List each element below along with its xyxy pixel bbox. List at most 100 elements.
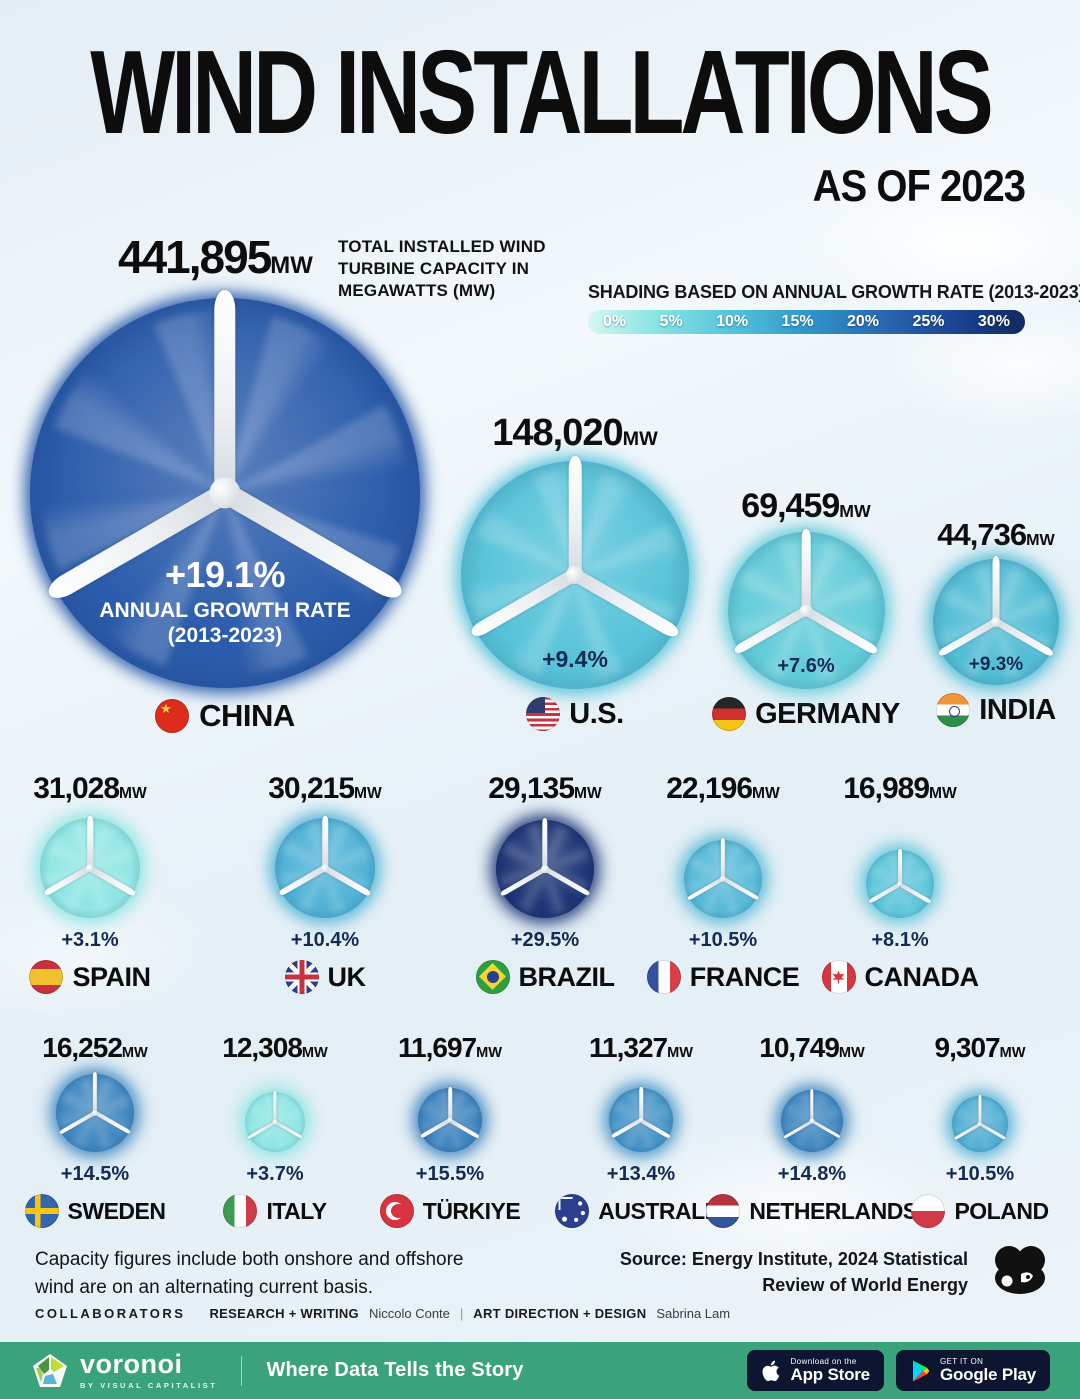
turbine-bubble (781, 1088, 843, 1152)
growth-rate: +8.1% (871, 929, 929, 951)
wind-turbine-icon (728, 528, 885, 689)
country-name: SPAIN (72, 961, 151, 992)
wind-turbine-icon (30, 290, 420, 688)
growth-rate: +9.4% (542, 646, 608, 673)
app-store-badge[interactable]: Download on the App Store (746, 1350, 884, 1391)
country-name: TÜRKIYE (422, 1197, 521, 1224)
china-capacity-value: 441,895MW (118, 231, 313, 283)
ca-flag-icon (821, 960, 856, 994)
google-play-badge[interactable]: GET IT ON Google Play (895, 1350, 1050, 1391)
country-name: GERMANY (755, 697, 900, 730)
turbine-bubble (496, 818, 594, 918)
turbine-bubble: +7.6% (727, 528, 885, 689)
growth-rate: +7.6% (777, 655, 835, 678)
capacity-value: 11,327MW (589, 1032, 693, 1063)
fr-flag-icon (646, 960, 681, 994)
es-flag-icon (29, 960, 64, 994)
turbine-bubble (952, 1094, 1008, 1152)
capacity-value: 30,215MW (268, 772, 382, 805)
turbine-bubble (418, 1086, 482, 1152)
capacity-value: 16,989MW (843, 772, 957, 805)
country-name: NETHERLANDS (749, 1197, 918, 1224)
country-card-netherlands: 10,749MW +14.8% NETHERLANDS (706, 1032, 918, 1228)
nl-flag-icon (706, 1194, 741, 1228)
source-attribution: Source: Energy Institute, 2024 Statistic… (619, 1249, 968, 1296)
country-name: FRANCE (689, 961, 800, 992)
country-name: CANADA (864, 961, 980, 992)
turbine-bubble (40, 816, 140, 918)
growth-rate: +15.5% (415, 1163, 485, 1185)
turbine-bubble (275, 816, 375, 918)
growth-rate: +14.8% (777, 1163, 847, 1185)
tagline: Where Data Tells the Story (266, 1359, 524, 1381)
wind-turbine-icon (461, 456, 689, 689)
country-card-france: 22,196MW +10.5% FRANCE (628, 772, 818, 994)
turbine-bubble (56, 1072, 134, 1152)
country-card-t-rkiye: 11,697MW +15.5% TÜRKIYE (360, 1032, 540, 1228)
wind-turbine-icon (418, 1086, 482, 1152)
legend-tick: 15% (781, 313, 814, 330)
capacity-value: 11,697MW (398, 1032, 502, 1063)
au-flag-icon (555, 1194, 590, 1228)
turbine-bubble (245, 1090, 305, 1152)
country-card-poland: 9,307MW +10.5% POLAND (890, 1032, 1070, 1228)
country-name: U.S. (569, 697, 624, 730)
growth-rate: +3.1% (61, 929, 119, 951)
country-name: ITALY (266, 1197, 327, 1224)
legend-gradient-bar: 0% 5% 10% 15% 20% 25% 30% (588, 310, 1025, 334)
google-play-icon (912, 1360, 930, 1381)
page-title: WIND INSTALLATIONS (90, 27, 994, 160)
turbine-bubble: +19.1% ANNUAL GROWTH RATE (2013-2023) (30, 290, 420, 688)
growth-rate: +13.4% (606, 1163, 676, 1185)
legend-tick: 0% (603, 313, 627, 330)
uk-flag-icon (284, 960, 319, 994)
legend-tick: 25% (912, 313, 945, 330)
country-name: AUSTRALIA (598, 1197, 727, 1224)
country-card-spain: 31,028MW +3.1% SPAIN (0, 772, 180, 994)
wind-turbine-icon (496, 818, 594, 918)
wind-turbine-icon (866, 848, 934, 918)
country-card-germany: 69,459MW +7.6% GERMANY (710, 487, 902, 731)
in-flag-icon (936, 693, 971, 727)
capacity-value: 22,196MW (666, 772, 780, 805)
country-name: POLAND (954, 1197, 1049, 1224)
wind-turbine-icon (684, 838, 762, 918)
growth-rate: +29.5% (510, 929, 580, 951)
wind-turbine-icon (609, 1086, 673, 1152)
capacity-value: 12,308MW (222, 1032, 328, 1063)
capacity-value: 10,749MW (759, 1032, 865, 1063)
de-flag-icon (712, 697, 747, 731)
growth-rate: +10.4% (290, 929, 360, 951)
us-flag-icon (526, 697, 561, 731)
wind-turbine-icon (952, 1094, 1008, 1152)
country-name: UK (327, 961, 367, 992)
wind-turbine-icon (933, 556, 1059, 685)
pl-flag-icon (911, 1194, 946, 1228)
wind-turbine-icon (781, 1088, 843, 1152)
country-card-us: 148,020MW +9.4% U.S. (452, 412, 698, 731)
wind-turbine-icon (40, 816, 140, 918)
apple-icon (762, 1360, 779, 1381)
legend-tick: 5% (659, 313, 683, 330)
wind-turbine-icon (275, 816, 375, 918)
country-name: INDIA (979, 693, 1056, 726)
capacity-value: 16,252MW (42, 1032, 148, 1063)
cloud-decoration (800, 170, 1080, 320)
country-card-canada: 16,989MW +8.1% CANADA (808, 772, 992, 994)
voronoi-brand: voronoi BY VISUAL CAPITALIST (30, 1351, 217, 1390)
it-flag-icon (223, 1194, 258, 1228)
artist-logo (995, 1246, 1045, 1294)
turbine-bubble: +9.4% (461, 456, 689, 689)
country-card-india: 44,736MW +9.3% INDIA (910, 517, 1080, 727)
wind-turbine-icon (56, 1072, 134, 1152)
legend-tick: 20% (847, 313, 880, 330)
brand-subtitle: BY VISUAL CAPITALIST (80, 1381, 218, 1390)
country-card-australia: 11,327MW +13.4% AUSTRALIA (551, 1032, 731, 1228)
china-growth-rate: +19.1% ANNUAL GROWTH RATE (2013-2023) (99, 553, 351, 647)
turbine-bubble (609, 1086, 673, 1152)
capacity-value: 69,459MW (741, 487, 871, 525)
divider (241, 1355, 243, 1386)
collaborators: COLLABORATORS RESEARCH + WRITING Niccolo … (35, 1306, 731, 1321)
growth-rate: +10.5% (945, 1163, 1015, 1185)
country-card-italy: 12,308MW +3.7% ITALY (185, 1032, 365, 1228)
